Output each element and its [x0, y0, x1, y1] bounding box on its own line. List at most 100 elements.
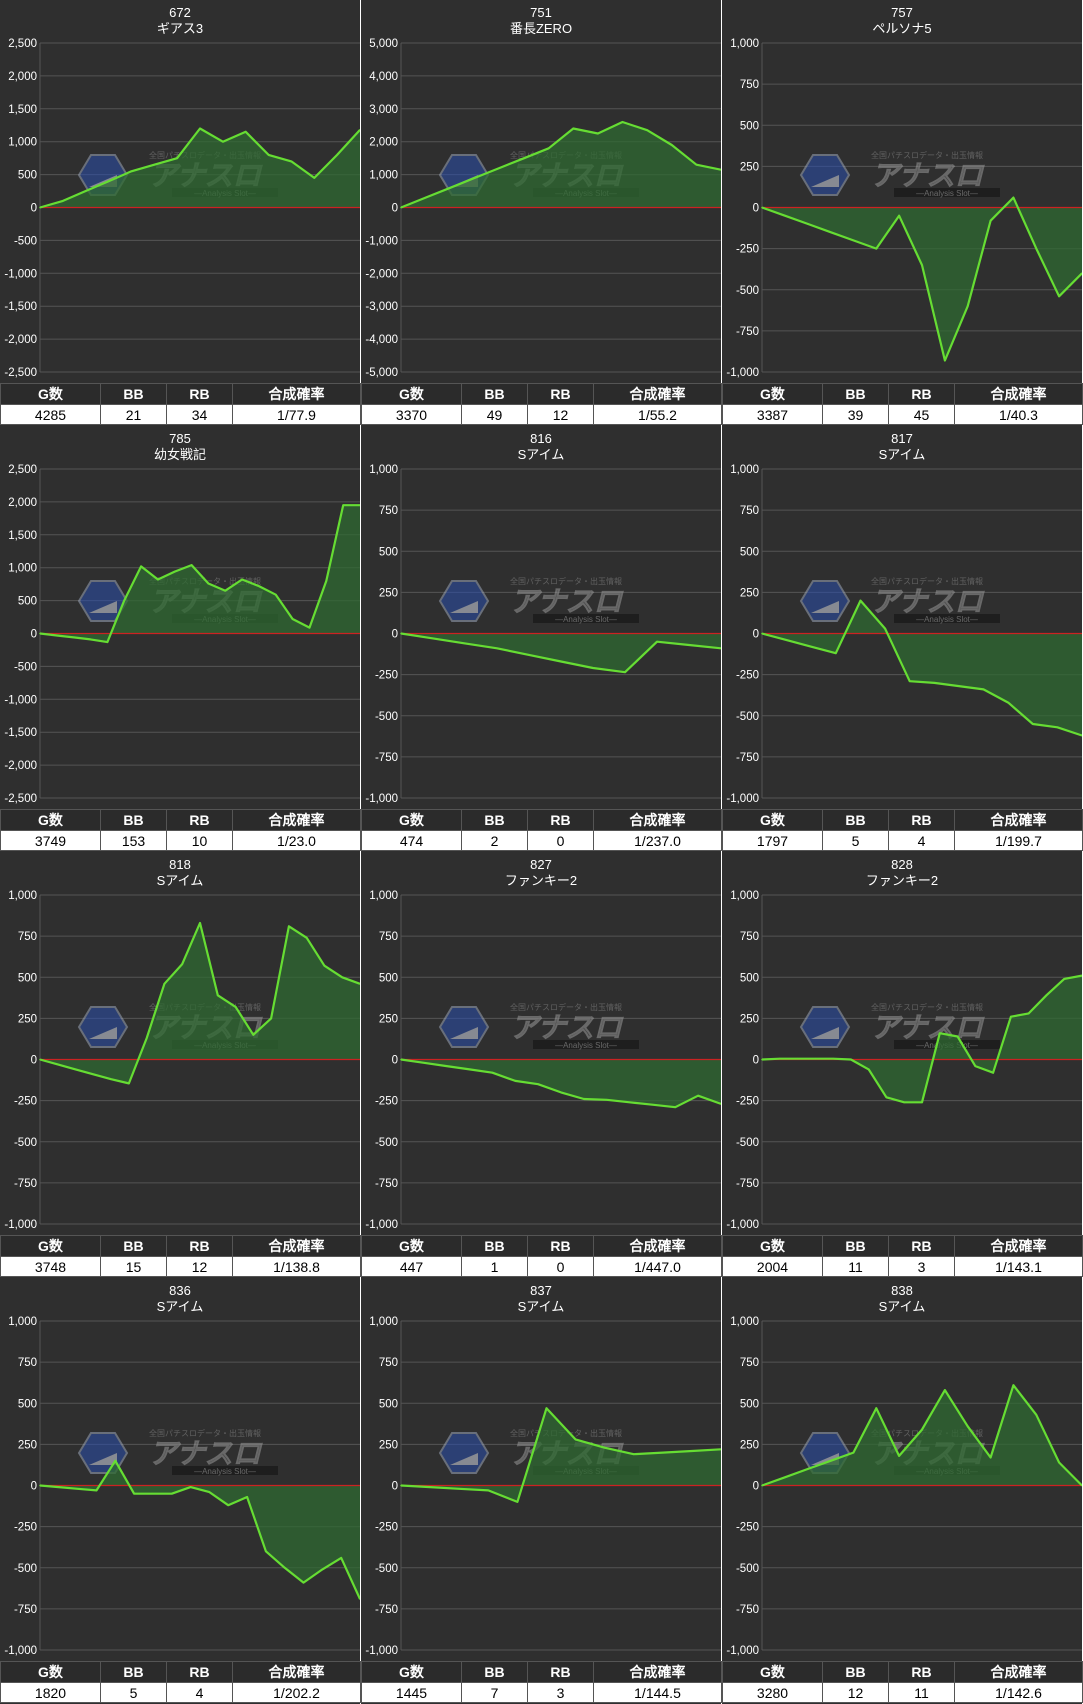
data-point	[288, 925, 290, 928]
data-point	[974, 1065, 977, 1067]
stats-value-row: 3749 153 10 1/23.0	[0, 830, 361, 851]
y-tick-label: -750	[736, 752, 759, 764]
chart-subtitle: Sアイム	[518, 1299, 565, 1314]
data-point	[1035, 1414, 1038, 1416]
value-rate: 1/144.5	[593, 1682, 722, 1703]
header-bb: BB	[822, 1661, 889, 1683]
y-tick-label: -500	[375, 711, 398, 723]
data-point	[572, 127, 575, 130]
data-point	[697, 1094, 699, 1097]
y-tick-label: 750	[18, 1357, 37, 1369]
data-point	[152, 1492, 154, 1495]
y-tick-label: 750	[740, 1357, 759, 1369]
data-point	[1081, 974, 1082, 977]
data-point	[153, 163, 156, 166]
data-point	[921, 264, 923, 266]
y-tick-label: -1,000	[726, 367, 759, 379]
data-point	[140, 565, 142, 568]
header-rb: RB	[888, 1661, 955, 1683]
data-point	[487, 1489, 490, 1492]
data-point	[1045, 994, 1048, 997]
data-point	[189, 1486, 192, 1488]
y-tick-label: -2,500	[4, 367, 37, 379]
y-tick-label: -500	[736, 285, 759, 297]
header-rb: RB	[166, 809, 233, 831]
data-point	[1010, 1015, 1012, 1018]
watermark-top-text: 全国パチスロデータ・出玉情報	[871, 576, 983, 586]
series-area	[401, 122, 721, 208]
data-point	[859, 599, 862, 602]
series-area	[40, 923, 360, 1084]
data-point	[592, 667, 594, 669]
data-point	[1081, 1484, 1082, 1487]
data-point	[908, 680, 911, 682]
value-rate: 1/138.8	[232, 1256, 361, 1277]
chart-title: 751	[530, 5, 552, 20]
data-point	[342, 504, 345, 506]
header-rate: 合成確率	[232, 383, 361, 405]
data-point	[574, 1438, 577, 1441]
data-point	[222, 140, 224, 143]
data-point	[691, 1450, 693, 1452]
data-point	[325, 580, 328, 582]
data-point	[1081, 734, 1082, 737]
series-area	[401, 1059, 721, 1108]
data-point	[114, 1460, 117, 1462]
data-point	[516, 1501, 519, 1503]
y-tick-label: 1,000	[8, 563, 37, 575]
data-point	[875, 1407, 878, 1409]
value-g: 447	[361, 1256, 462, 1277]
stats-table: G数 BB RB 合成確率 3280 12 11 1/142.6	[722, 1661, 1083, 1703]
y-tick-label: 0	[753, 629, 759, 641]
data-point	[39, 632, 41, 635]
y-tick-label: -500	[736, 711, 759, 723]
watermark-tagline-bar	[172, 1466, 278, 1475]
data-point	[1035, 247, 1038, 250]
data-point	[720, 1103, 721, 1105]
watermark-wing-icon	[89, 601, 117, 613]
header-g: G数	[722, 1661, 823, 1683]
data-point	[835, 652, 837, 654]
y-tick-label: -4,000	[365, 334, 398, 346]
data-point	[1058, 1461, 1060, 1464]
y-tick-label: 4,000	[369, 71, 398, 83]
stats-value-row: 3387 39 45 1/40.3	[722, 404, 1083, 425]
y-tick-label: 1,500	[8, 104, 37, 116]
data-point	[208, 1491, 211, 1493]
data-point	[265, 1550, 267, 1553]
data-point	[1058, 295, 1060, 298]
header-rb: RB	[166, 1661, 233, 1683]
data-point	[956, 1035, 959, 1038]
watermark-top-text: 全国パチスロデータ・出玉情報	[510, 1002, 622, 1012]
y-tick-label: 1,000	[730, 464, 759, 476]
data-point	[359, 983, 360, 985]
y-tick-label: 500	[379, 1398, 398, 1410]
y-tick-label: 250	[18, 1013, 37, 1025]
data-point	[628, 1101, 631, 1104]
data-point	[989, 1456, 992, 1459]
watermark-top-text: 全国パチスロデータ・出玉情報	[510, 576, 622, 586]
watermark-top-text: 全国パチスロデータ・出玉情報	[871, 1002, 983, 1012]
watermark-hex-icon	[799, 154, 851, 196]
header-bb: BB	[100, 1235, 167, 1257]
data-point	[779, 1057, 781, 1060]
header-rb: RB	[527, 383, 594, 405]
y-tick-label: 0	[753, 203, 759, 215]
watermark-tagline: —Analysis Slot—	[194, 1467, 256, 1476]
watermark-hex-icon	[438, 1006, 490, 1048]
data-point	[308, 626, 311, 629]
chart-title: 757	[891, 5, 913, 20]
stats-table: G数 BB RB 合成確率 3387 39 45 1/40.3	[722, 383, 1083, 425]
stats-header-row: G数 BB RB 合成確率	[0, 383, 361, 405]
chart-title: 785	[169, 431, 191, 446]
data-point	[1027, 1012, 1030, 1015]
data-point	[400, 206, 402, 209]
header-g: G数	[361, 809, 462, 831]
header-g: G数	[361, 1235, 462, 1257]
header-bb: BB	[822, 1235, 889, 1257]
y-tick-label: 750	[379, 505, 398, 517]
